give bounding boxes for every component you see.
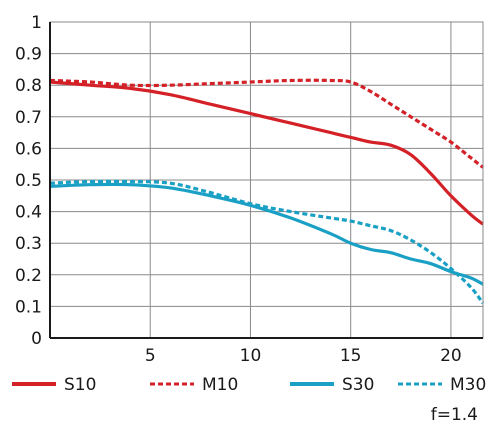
y-tick-label: 0.6	[15, 139, 42, 159]
series-line-s30	[49, 182, 484, 286]
legend-label-m10: M10	[202, 375, 238, 395]
aperture-annotation: f=1.4	[431, 405, 478, 425]
y-tick-label: 0.4	[15, 203, 42, 223]
y-tick-label: 0.5	[15, 171, 42, 191]
y-tick-label: 0.2	[15, 266, 42, 286]
series-line-m10	[49, 78, 484, 169]
y-tick-label: 0.9	[15, 45, 42, 65]
series-line-m30	[49, 179, 485, 305]
legend-label-m30: M30	[450, 375, 486, 395]
y-tick-label: 0.1	[15, 297, 42, 317]
y-tick-label: 0.8	[15, 76, 42, 96]
legend-label-s10: S10	[64, 375, 96, 395]
y-tick-label: 0.3	[15, 234, 42, 254]
series-lines	[49, 78, 485, 305]
x-tick-label: 10	[240, 346, 262, 366]
series-line-s10	[49, 80, 484, 226]
x-tick-labels: 5 10 15 20	[145, 346, 462, 366]
x-tick-label: 15	[340, 346, 362, 366]
axes	[49, 21, 484, 339]
y-tick-labels: 0 0.1 0.2 0.3 0.4 0.5 0.6 0.7 0.8 0.9 1	[15, 13, 42, 349]
y-tick-label: 0	[31, 329, 42, 349]
legend: S10 M10 S30 M30	[12, 375, 486, 395]
x-tick-label: 20	[440, 346, 462, 366]
x-tick-label: 5	[145, 346, 156, 366]
y-tick-label: 1	[31, 13, 42, 33]
y-tick-label: 0.7	[15, 108, 42, 128]
legend-label-s30: S30	[342, 375, 374, 395]
